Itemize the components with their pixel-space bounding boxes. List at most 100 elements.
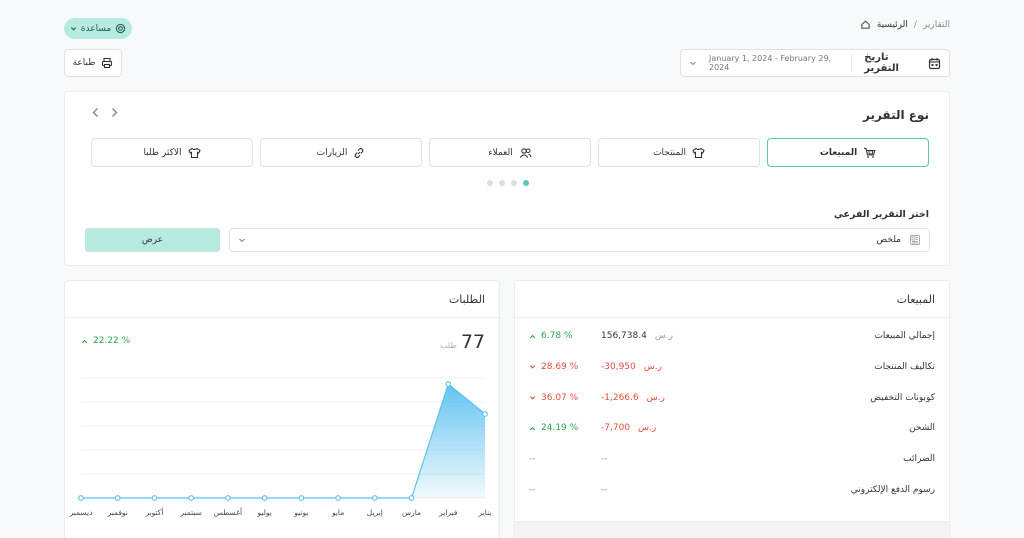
chart-point[interactable]	[78, 495, 84, 501]
date-range-value: January 1, 2024 - February 29, 2024	[709, 54, 853, 72]
sales-row-change: --	[529, 454, 536, 464]
print-label: طباعة	[72, 58, 96, 68]
chart-point[interactable]	[335, 495, 341, 501]
chart-point[interactable]	[225, 495, 231, 501]
sales-row-value: 30,950-	[601, 361, 636, 372]
chevron-up-icon	[81, 338, 88, 345]
chart-point[interactable]	[371, 495, 378, 501]
chart-x-tick-label: مارس	[402, 508, 421, 517]
chart-x-tick-label: ديسمبر	[69, 508, 93, 517]
date-filter-label: تاريخ التقرير	[864, 52, 899, 74]
sales-row-percent: 6.78 %	[541, 331, 573, 341]
subreport-value: ملخص	[876, 235, 901, 245]
sales-row-amount: ر.س 156,738.4	[601, 331, 673, 341]
chevron-down-icon	[529, 394, 536, 401]
orders-card-header: الطلبات	[65, 281, 499, 318]
report-type-card: نوع التقرير المبيعات المنتجات العملاء ال…	[64, 91, 950, 266]
sales-row-value: --	[601, 454, 608, 465]
date-filter[interactable]: تاريخ التقرير January 1, 2024 - February…	[680, 49, 950, 77]
report-card-label: الاكثر طلبا	[143, 147, 182, 158]
orders-card-title: الطلبات	[448, 293, 485, 306]
report-card-sales[interactable]: المبيعات	[767, 138, 929, 167]
sales-row-percent: 36.07 %	[541, 392, 579, 403]
chart-point[interactable]	[151, 495, 158, 501]
report-card-label: المبيعات	[819, 147, 858, 158]
sales-row-amount: ر.س 7,700-	[601, 423, 656, 433]
orders-card: الطلبات طلب 77 22.22 % يناير فبراير مارس إب…	[64, 280, 500, 538]
sales-row-change: 6.78 %	[529, 331, 572, 341]
chart-area	[81, 384, 485, 498]
chevron-down-icon	[70, 25, 77, 32]
sales-row-label: الشحن	[909, 423, 935, 434]
document-icon	[909, 234, 921, 246]
subreport-select[interactable]: ملخص	[229, 228, 930, 252]
chevron-down-icon	[238, 236, 246, 244]
link-icon	[353, 147, 365, 159]
orders-change-value: 22.22 %	[93, 336, 131, 346]
shirt-icon	[692, 147, 705, 159]
chart-point[interactable]	[188, 495, 195, 501]
orders-count-group: طلب 77	[440, 331, 485, 353]
chart-x-tick-label: مايو	[331, 508, 344, 517]
sales-row: كوبونات التخفيض ر.س 1,266.6- 36.07 %	[515, 393, 949, 409]
help-label: مساعدة	[80, 23, 112, 34]
chevron-left-icon[interactable]	[91, 107, 100, 118]
orders-count: 77	[460, 331, 485, 353]
chart-x-tick-label: يونيو	[293, 508, 308, 517]
sales-row-amount: --	[601, 485, 616, 495]
carousel-dot-active[interactable]	[523, 180, 529, 186]
chart-x-tick-label: يناير	[478, 508, 492, 517]
report-card-visits[interactable]: الزيارات	[260, 138, 422, 167]
chart-x-tick-label: أغسطس	[214, 507, 242, 517]
report-card-label: الزيارات	[316, 147, 348, 158]
chart-series-line	[81, 382, 486, 499]
show-button[interactable]: عرض	[85, 228, 220, 252]
sales-row: رسوم الدفع الإلكتروني -- --	[515, 485, 949, 501]
sales-card: المبيعات إجمالي المبيعات ر.س 156,738.4 6.78…	[514, 280, 950, 538]
sales-row-currency: ر.س	[646, 392, 665, 403]
orders-chart: يناير فبراير مارس إبريل مايو يونيو يوليو أغسطس س…	[69, 377, 492, 517]
report-card-label: المنتجات	[653, 147, 686, 158]
sales-row-amount: ر.س 30,950-	[601, 362, 662, 372]
sales-row-amount: --	[601, 454, 616, 464]
sales-row-value: 7,700-	[601, 423, 631, 434]
cart-icon	[863, 147, 876, 159]
sales-row-label: رسوم الدفع الإلكتروني	[850, 485, 935, 495]
sales-row-label: تكاليف المنتجات	[874, 361, 935, 372]
chevron-up-icon	[529, 333, 536, 340]
help-button[interactable]: مساعدة	[64, 18, 132, 39]
carousel-dots	[487, 180, 529, 186]
sales-row-percent: 28.69 %	[541, 361, 579, 372]
chart-point[interactable]	[445, 381, 452, 387]
sales-row-percent: --	[529, 454, 536, 465]
chart-x-tick-label: إبريل	[367, 508, 383, 517]
carousel-dot[interactable]	[499, 180, 505, 186]
carousel-dot[interactable]	[487, 180, 493, 186]
breadcrumb-separator: /	[913, 19, 917, 30]
chart-point[interactable]	[408, 495, 415, 501]
chevron-down-icon	[529, 363, 536, 370]
breadcrumb-home[interactable]: الرئيسية	[876, 19, 908, 30]
sales-row-label: كوبونات التخفيض	[870, 392, 935, 403]
breadcrumb-current: التقارير	[922, 19, 950, 30]
print-button[interactable]: طباعة	[64, 49, 122, 77]
chart-point[interactable]	[114, 495, 121, 501]
chart-x-tick-label: سبتمبر	[179, 508, 202, 517]
sales-row-currency: ر.س	[643, 361, 662, 372]
subreport-label: اختر التقرير الفرعي	[833, 209, 929, 220]
sales-row: الضرائب -- --	[515, 454, 949, 470]
report-card-top-ordered[interactable]: الاكثر طلبا	[91, 138, 253, 167]
chart-x-tick-label: نوفمبر	[107, 508, 128, 517]
chart-point[interactable]	[482, 411, 488, 417]
carousel-nav	[91, 107, 119, 118]
chevron-right-icon[interactable]	[110, 107, 119, 118]
report-card-customers[interactable]: العملاء	[429, 138, 591, 167]
chart-point[interactable]	[261, 495, 268, 501]
report-card-products[interactable]: المنتجات	[598, 138, 760, 167]
sales-row-value: --	[601, 485, 608, 495]
carousel-dot[interactable]	[511, 180, 517, 186]
home-icon[interactable]	[860, 19, 871, 30]
sales-row-change: 24.19 %	[529, 423, 578, 433]
chart-point[interactable]	[298, 495, 305, 501]
printer-icon	[101, 57, 113, 69]
